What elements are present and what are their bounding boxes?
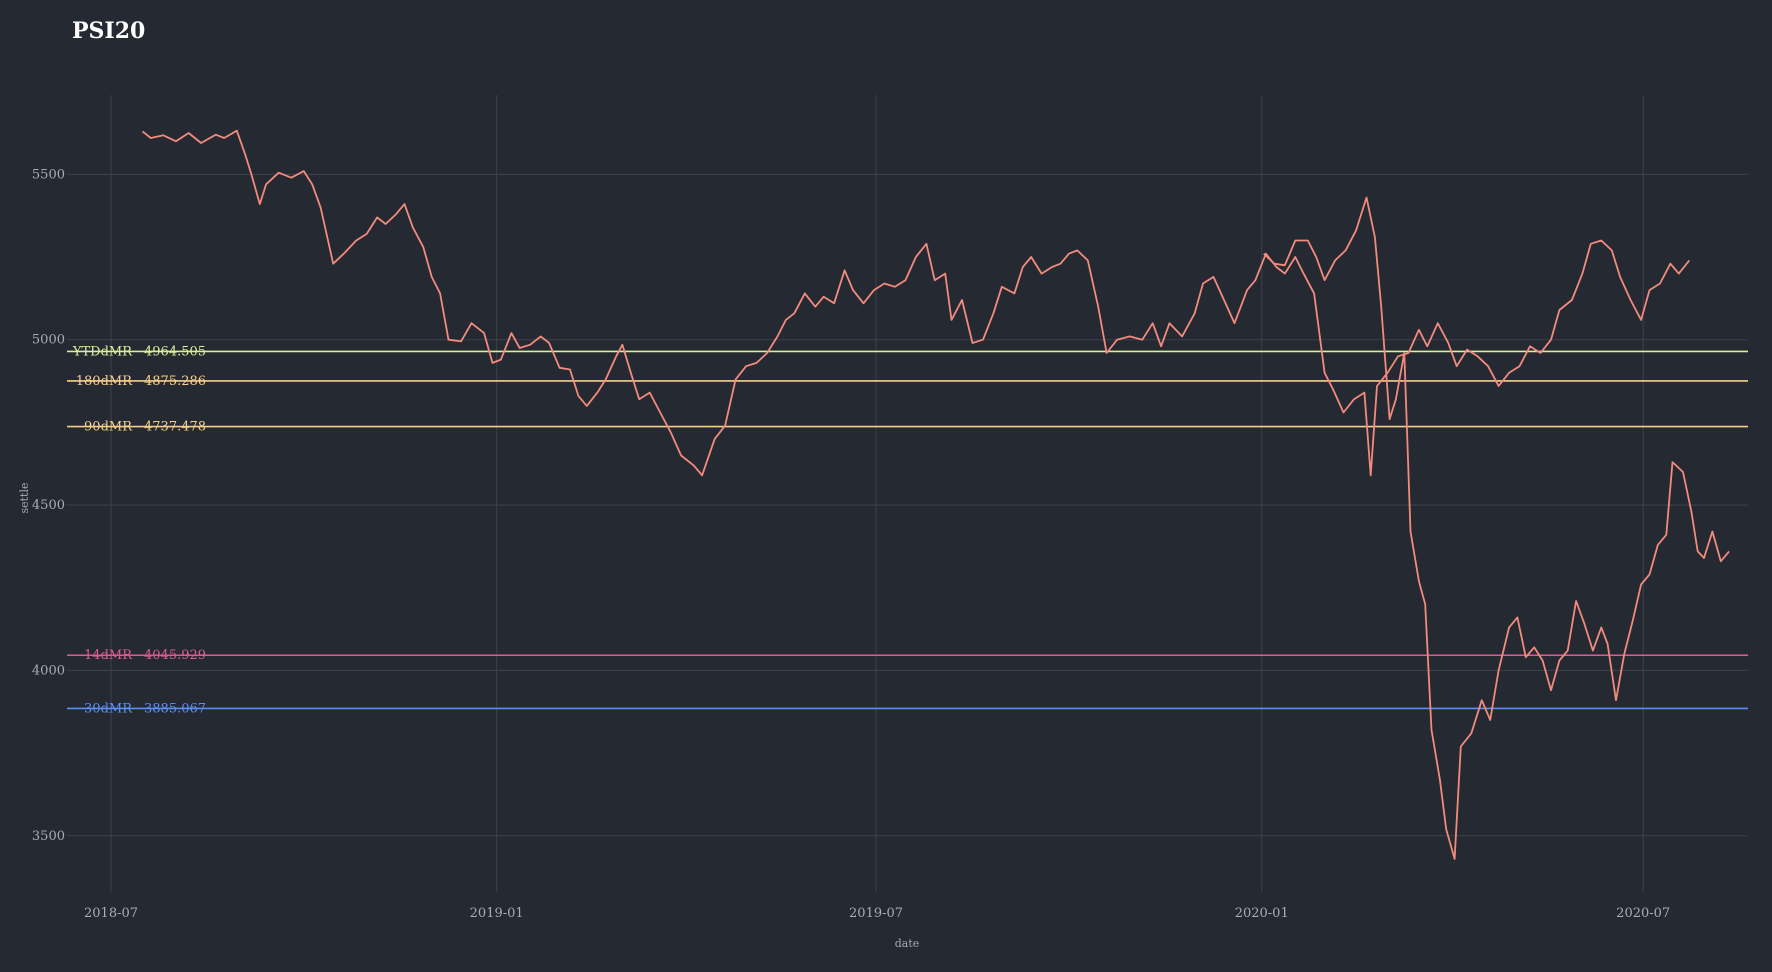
reference-line-name: 14dMR	[84, 648, 133, 663]
series-line	[1263, 196, 1730, 860]
reference-labels: YTDdMR 4964.505 180dMR 4875.286 90dMR 4737.47…	[72, 344, 206, 716]
reference-lines	[67, 350, 1748, 710]
x-axis-ticks: 2018-07 2019-01 2019-07 2020-01 2020-07	[84, 906, 1670, 921]
reference-line-value: 4964.505	[144, 344, 206, 359]
y-axis-label: settle	[18, 482, 31, 513]
y-tick-label: 5500	[32, 167, 65, 182]
x-tick-label: 2018-07	[84, 906, 138, 921]
y-axis-ticks: 3500 4000 4500 5000 5500	[32, 167, 65, 843]
price-series	[141, 129, 1730, 860]
reference-line-name: 180dMR	[76, 374, 133, 389]
x-tick-label: 2019-01	[470, 906, 524, 921]
x-axis-label: date	[895, 937, 920, 950]
chart-title: PSI20	[72, 18, 146, 44]
series-line	[141, 129, 1691, 477]
reference-line-value: 4045.929	[144, 648, 206, 663]
y-tick-label: 4500	[32, 498, 65, 513]
reference-line-name: 90dMR	[84, 420, 133, 435]
reference-line-name: 30dMR	[84, 701, 133, 716]
y-tick-label: 3500	[32, 829, 65, 844]
grid-lines	[67, 95, 1748, 892]
reference-line-name: YTDdMR	[72, 344, 133, 359]
x-tick-label: 2020-07	[1616, 906, 1670, 921]
y-tick-label: 5000	[32, 333, 65, 348]
reference-line-value: 4737.478	[144, 420, 206, 435]
x-tick-label: 2020-01	[1235, 906, 1289, 921]
reference-line-value: 3885.067	[144, 701, 206, 716]
reference-line-value: 4875.286	[144, 374, 206, 389]
y-tick-label: 4000	[32, 663, 65, 678]
x-tick-label: 2019-07	[849, 906, 903, 921]
